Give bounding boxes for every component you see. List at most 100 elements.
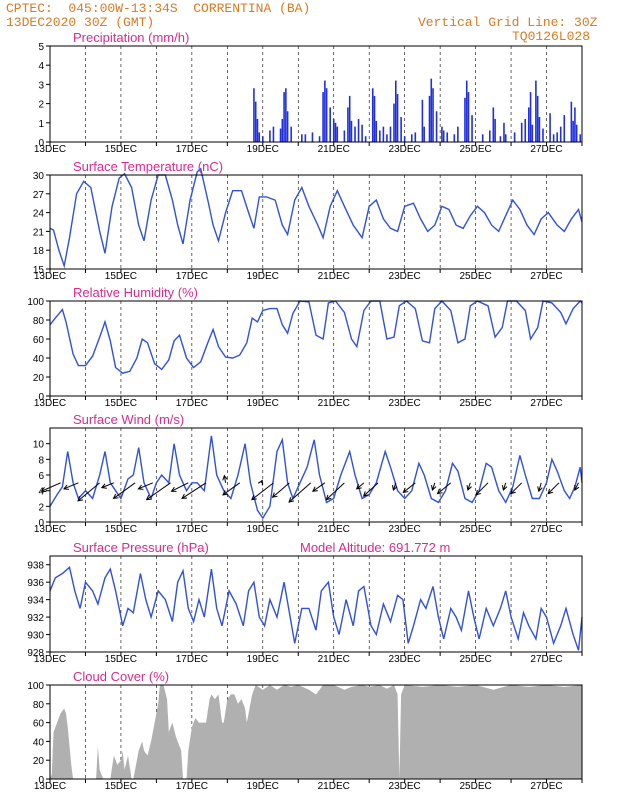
x-tick-label: 13DEC xyxy=(34,524,66,535)
precip-bar xyxy=(556,132,558,142)
wind-arrow xyxy=(251,482,274,501)
wind-arrow xyxy=(257,479,263,486)
x-tick-label: 27DEC xyxy=(530,524,562,535)
wind-arrow xyxy=(325,482,345,501)
series-line xyxy=(49,565,583,651)
precip-bar xyxy=(453,134,456,142)
x-tick-label: 23DEC xyxy=(389,271,421,282)
header-grid-note: Vertical Grid Line: 30Z xyxy=(418,15,598,30)
precip-bar xyxy=(379,130,381,142)
wind-arrow xyxy=(100,482,115,489)
y-tick-label: 30 xyxy=(33,171,45,182)
precip-bar xyxy=(258,132,261,142)
x-tick-label: 25DEC xyxy=(459,524,491,535)
x-tick-label: 27DEC xyxy=(530,144,562,155)
precip-bar xyxy=(513,132,516,142)
x-tick-label: 27DEC xyxy=(530,271,562,282)
precip-bar xyxy=(400,117,402,142)
y-tick-label: 936 xyxy=(27,578,44,589)
y-tick-label: 18 xyxy=(33,246,45,257)
precip-bar xyxy=(371,88,374,142)
panel-title: Surface Wind (m/s) xyxy=(73,412,184,427)
precip-bar xyxy=(499,136,502,142)
precip-bar xyxy=(279,128,282,142)
x-tick-label: 21DEC xyxy=(318,398,350,409)
precip-bar xyxy=(262,136,264,142)
x-tick-label: 15DEC xyxy=(105,271,137,282)
y-tick-label: 0 xyxy=(38,518,44,529)
precip-bar xyxy=(364,136,367,142)
precip-bar xyxy=(382,126,385,142)
precip-bar xyxy=(393,103,395,142)
x-tick-label: 21DEC xyxy=(318,524,350,535)
x-tick-label: 21DEC xyxy=(318,781,350,792)
y-tick-label: 932 xyxy=(27,613,44,624)
panel-title: Cloud Cover (%) xyxy=(73,669,169,684)
precip-bar xyxy=(465,80,468,142)
precip-bar xyxy=(373,95,376,142)
precip-bar xyxy=(269,130,271,142)
precip-bar xyxy=(570,101,573,142)
y-tick-label: 6 xyxy=(38,471,44,482)
y-tick-label: 24 xyxy=(33,209,45,220)
y-tick-label: 15 xyxy=(33,265,45,276)
precip-bar xyxy=(442,130,445,142)
precip-bar xyxy=(386,134,388,142)
y-tick-label: 2 xyxy=(38,100,44,111)
y-tick-label: 10 xyxy=(33,440,45,451)
precip-bar xyxy=(329,107,331,142)
precip-bar xyxy=(350,120,353,142)
y-tick-label: 60 xyxy=(33,719,45,730)
panel-title: Surface Pressure (hPa) xyxy=(73,540,209,555)
wind-arrow xyxy=(222,482,241,496)
x-tick-label: 19DEC xyxy=(247,654,279,665)
series-line xyxy=(49,167,583,269)
precip-bar xyxy=(430,78,433,142)
y-tick-label: 100 xyxy=(27,297,44,308)
wind-arrow xyxy=(431,482,437,492)
y-tick-label: 100 xyxy=(27,681,44,692)
wind-arrow xyxy=(181,482,207,500)
x-tick-label: 27DEC xyxy=(530,781,562,792)
precip-bar xyxy=(531,124,534,142)
y-tick-label: 928 xyxy=(27,648,44,659)
panel-frame xyxy=(49,684,583,780)
x-tick-label: 25DEC xyxy=(459,654,491,665)
x-tick-label: 15DEC xyxy=(105,781,137,792)
wind-arrow xyxy=(510,482,523,495)
x-tick-label: 17DEC xyxy=(176,524,208,535)
precip-bar xyxy=(464,97,466,142)
precip-bar xyxy=(536,95,539,142)
precip-bar xyxy=(572,120,574,142)
precip-bar xyxy=(410,134,413,142)
panel-title: Relative Humidity (%) xyxy=(73,285,198,300)
precip-bar xyxy=(354,126,356,142)
y-tick-label: 2 xyxy=(38,502,44,513)
precip-bar xyxy=(563,115,566,142)
cloud-cover-area xyxy=(50,685,582,779)
precip-bar xyxy=(520,122,523,142)
x-tick-label: 21DEC xyxy=(318,271,350,282)
wind-arrow xyxy=(137,482,154,490)
panel-title: Surface Temperature (nC) xyxy=(73,159,223,174)
precip-bar xyxy=(395,80,397,142)
precip-bar xyxy=(504,134,507,142)
y-tick-label: 8 xyxy=(38,455,44,466)
x-tick-label: 17DEC xyxy=(176,398,208,409)
wind-arrow xyxy=(40,482,61,493)
precip-bar xyxy=(322,92,324,142)
x-tick-label: 23DEC xyxy=(389,654,421,665)
x-tick-label: 13DEC xyxy=(34,398,66,409)
x-tick-label: 21DEC xyxy=(318,144,350,155)
precip-bar xyxy=(375,120,378,142)
y-tick-label: 40 xyxy=(33,737,45,748)
x-tick-label: 23DEC xyxy=(389,144,421,155)
precip-bar xyxy=(286,111,289,142)
wind-arrow xyxy=(362,482,379,497)
y-tick-label: 930 xyxy=(27,631,44,642)
panel-frame xyxy=(49,300,583,397)
precip-bar xyxy=(281,118,284,142)
precip-bar xyxy=(457,126,459,142)
panel-frame xyxy=(49,174,583,270)
